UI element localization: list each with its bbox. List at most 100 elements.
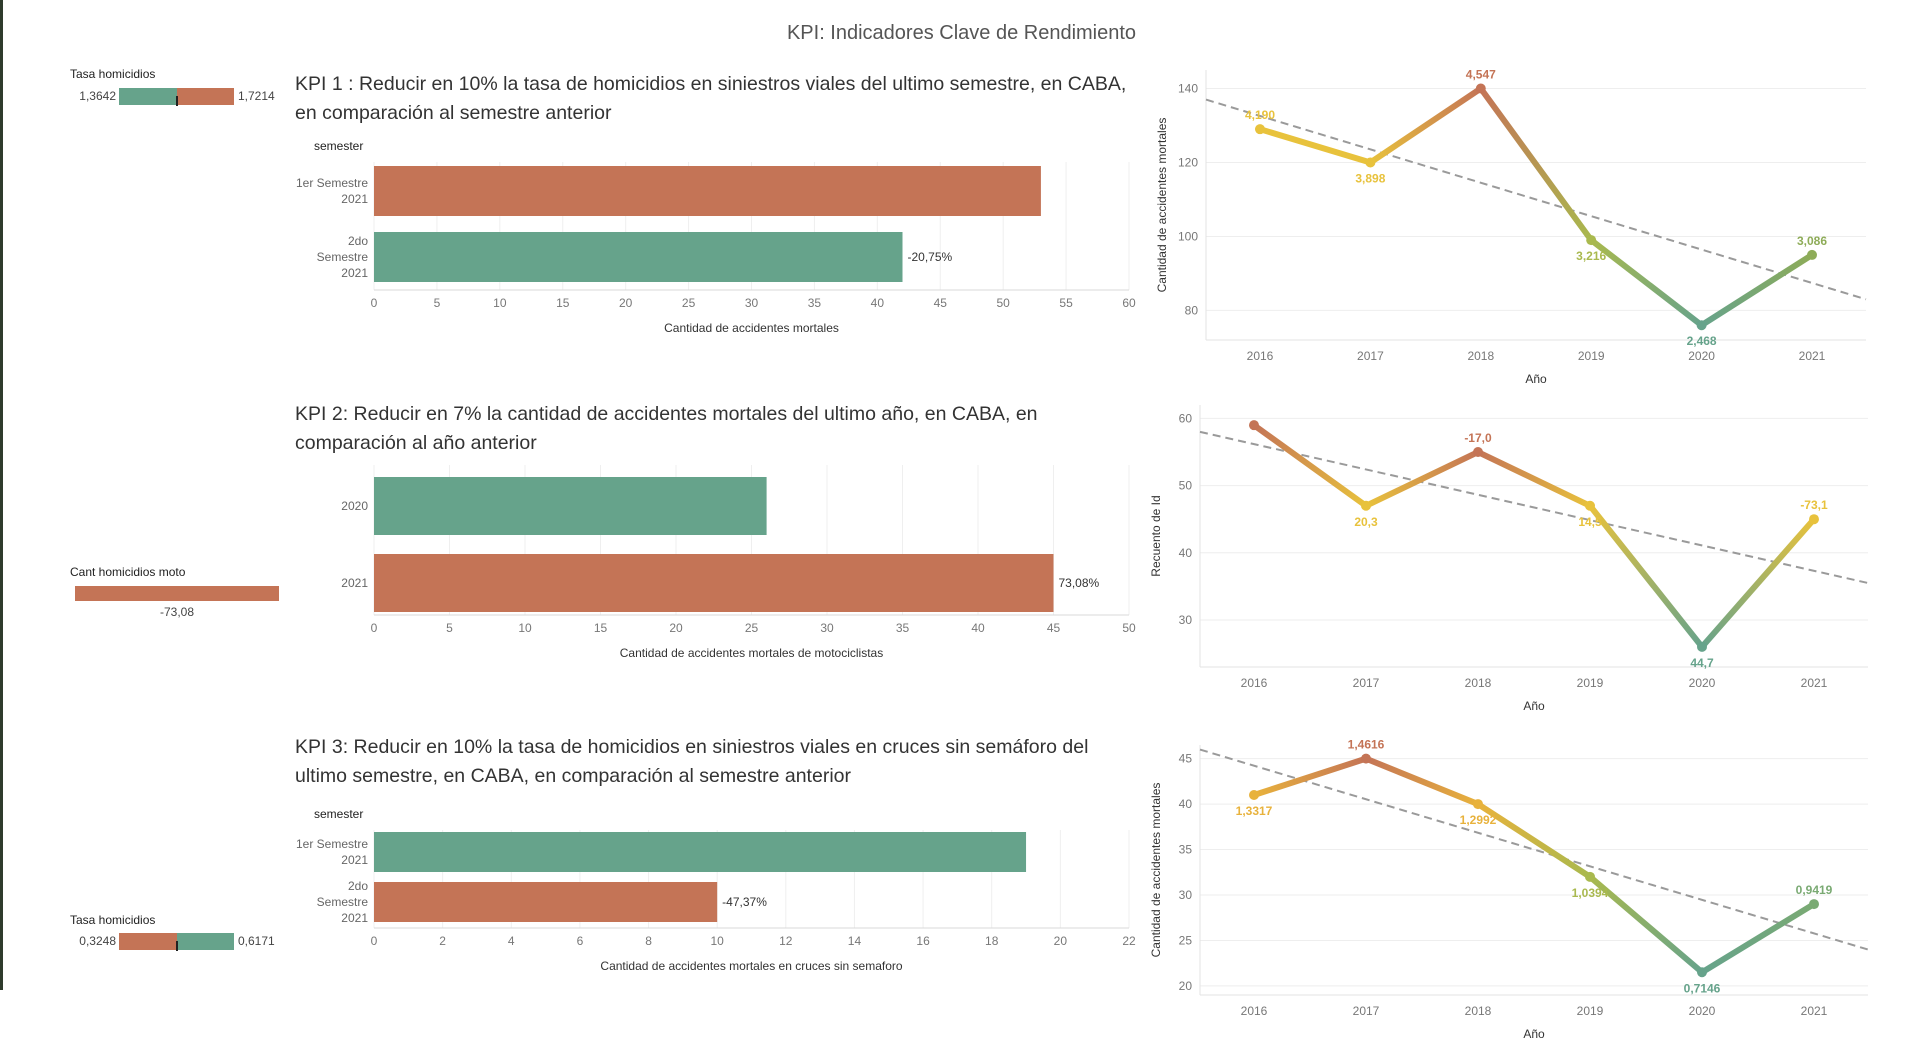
category-label: 2do — [348, 879, 368, 893]
data-label: 4,547 — [1466, 67, 1496, 81]
category-label: 2020 — [341, 499, 368, 513]
x-tick-label: 2020 — [1689, 676, 1716, 690]
x-tick-label: 2019 — [1577, 676, 1604, 690]
window-edge — [0, 0, 3, 990]
kpi3-mini-label: Tasa homicidios — [70, 913, 156, 927]
data-point — [1807, 249, 1817, 260]
x-axis-title: Año — [1525, 372, 1547, 386]
kpi1-mini-label: Tasa homicidios — [70, 67, 156, 81]
category-label: 2021 — [341, 192, 368, 206]
data-label: 1,4616 — [1348, 738, 1385, 752]
y-tick-label: 80 — [1185, 303, 1199, 317]
series-line-segment — [1363, 449, 1481, 509]
tick-label: 4 — [508, 934, 515, 948]
series-line-segment — [1477, 85, 1595, 244]
tick-label: 16 — [916, 934, 930, 948]
tick-label: 35 — [896, 621, 910, 635]
tick-label: 8 — [645, 934, 652, 948]
data-point — [1586, 235, 1597, 246]
tick-label: 12 — [779, 934, 793, 948]
x-axis-title: Año — [1523, 699, 1545, 713]
tick-label: 40 — [871, 296, 885, 310]
kpi3-mini-right-value: 0,6171 — [238, 934, 275, 948]
series-line-segment — [1257, 126, 1374, 166]
kpi3-mini-left-value: 0,3248 — [79, 934, 116, 948]
tick-label: 30 — [820, 621, 834, 635]
y-tick-label: 100 — [1178, 229, 1198, 243]
series-line-segment — [1475, 801, 1593, 880]
data-label: 2,468 — [1687, 334, 1717, 348]
category-label: 1er Semestre — [296, 176, 368, 190]
x-tick-label: 2017 — [1357, 349, 1384, 363]
trend-line — [1205, 98, 1867, 301]
kpi2-title: KPI 2: Reducir en 7% la cantidad de acci… — [295, 403, 1038, 454]
kpi3-mini-marker — [176, 941, 178, 951]
kpi3-title: KPI 3: Reducir en 10% la tasa de homicid… — [295, 736, 1089, 787]
tick-label: 18 — [985, 934, 999, 948]
data-label: 44,7 — [1690, 656, 1714, 670]
kpi1-mini-left-bar — [119, 88, 177, 105]
bar — [374, 166, 1041, 216]
category-label: 2do — [348, 234, 368, 248]
category-label: Semestre — [317, 250, 369, 264]
y-tick-label: 30 — [1179, 888, 1193, 902]
tick-label: 6 — [577, 934, 584, 948]
kpi1-bar-chart[interactable]: semester 1er Semestre 2021 2do Semestre 2021 -… — [280, 139, 1160, 350]
x-tick-label: 2017 — [1353, 676, 1380, 690]
x-tick-label: 2020 — [1689, 1004, 1716, 1018]
tick-label: 25 — [745, 621, 759, 635]
kpi1-mini-right-bar — [177, 88, 234, 105]
kpi3-mini-right-bar — [177, 933, 234, 950]
data-label: 14,5 — [1578, 515, 1602, 529]
series-line-segment — [1367, 85, 1484, 166]
data-point — [1585, 500, 1595, 511]
tick-label: 0 — [371, 934, 378, 948]
x-tick-label: 2018 — [1467, 349, 1494, 363]
y-tick-label: 60 — [1179, 411, 1193, 425]
kpi2-bar-chart[interactable]: 2020 2021 73,08% 0 5 10 15 20 25 30 35 40 45 50 Cantid… — [280, 465, 1160, 675]
y-tick-label: 45 — [1179, 752, 1193, 766]
data-point — [1255, 124, 1265, 135]
data-point — [1361, 753, 1371, 764]
data-label: 1,0394 — [1572, 886, 1609, 900]
tick-label: 5 — [434, 296, 441, 310]
tick-label: 15 — [556, 296, 570, 310]
data-label: 0,7146 — [1684, 981, 1721, 995]
kpi1-mini-left-value: 1,3642 — [79, 89, 116, 103]
trend-line — [1199, 430, 1869, 585]
data-point — [1473, 447, 1483, 458]
tick-label: 50 — [1122, 621, 1136, 635]
data-point — [1809, 514, 1819, 525]
data-point — [1473, 799, 1483, 810]
kpi1-line-chart[interactable]: 80 100 120 140 4,190 3,898 4,547 3,216 2,468 3,08… — [1150, 60, 1880, 390]
tick-label: 10 — [711, 934, 725, 948]
tick-label: 0 — [371, 296, 378, 310]
tick-label: 20 — [619, 296, 633, 310]
series-line-segment — [1588, 237, 1705, 329]
tick-label: 0 — [371, 621, 378, 635]
tick-label: 10 — [518, 621, 532, 635]
x-axis-title: Cantidad de accidentes mortales de motoc… — [620, 646, 883, 660]
x-tick-label: 2020 — [1688, 349, 1715, 363]
tick-label: 35 — [808, 296, 822, 310]
kpi2-line-chart[interactable]: 30 40 50 60 20,3 -17,0 14,5 44,7 -73,1 2016 2017 20… — [1149, 400, 1880, 720]
tick-label: 45 — [934, 296, 948, 310]
y-tick-label: 40 — [1179, 797, 1193, 811]
tick-label: 45 — [1047, 621, 1061, 635]
category-label: 2021 — [341, 853, 368, 867]
series-line-segment — [1587, 502, 1705, 650]
tick-label: 60 — [1122, 296, 1136, 310]
row-header: semester — [314, 139, 363, 153]
kpi3-line-chart[interactable]: 20 25 30 35 40 45 1,3317 1,4616 1,2992 1,0394 0,71… — [1149, 738, 1880, 1041]
tick-label: 40 — [971, 621, 985, 635]
tick-label: 15 — [594, 621, 608, 635]
tick-label: 22 — [1122, 934, 1136, 948]
kpi1-mini-right-value: 1,7214 — [238, 89, 275, 103]
x-tick-label: 2018 — [1465, 676, 1492, 690]
data-label: -20,75% — [908, 250, 953, 264]
kpi1-title: KPI 1 : Reducir en 10% la tasa de homici… — [295, 73, 1127, 124]
category-label: Semestre — [317, 895, 369, 909]
kpi3-bar-chart[interactable]: semester 1er Semestre 2021 2do Semestre 2021 -… — [280, 807, 1160, 982]
y-tick-label: 40 — [1179, 546, 1193, 560]
data-label: 20,3 — [1354, 515, 1378, 529]
